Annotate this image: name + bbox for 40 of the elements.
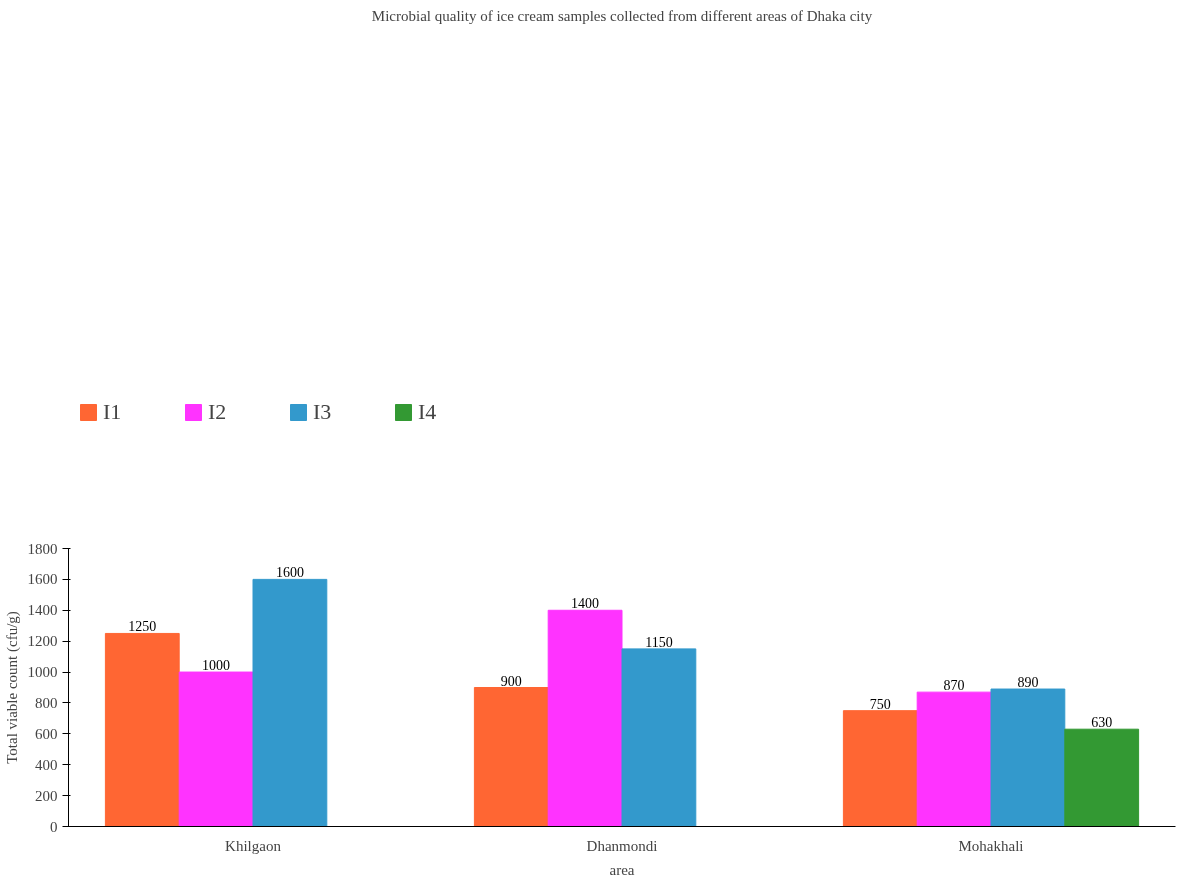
- data-label: 1600: [275, 565, 304, 581]
- bar: [990, 688, 1066, 827]
- legend-label: I4: [418, 398, 438, 425]
- bar: [547, 609, 623, 827]
- y-tick-label: 1400: [27, 602, 58, 619]
- y-tick-label: 1200: [27, 633, 58, 650]
- x-tick-label: Mohakhali: [958, 837, 1024, 854]
- x-tick-label: Khilgaon: [225, 837, 282, 854]
- y-tick-label: 200: [35, 787, 58, 804]
- data-label: 1000: [202, 658, 231, 674]
- y-tick-label: 0: [50, 818, 58, 835]
- bar: [178, 671, 254, 827]
- data-label: 890: [1017, 675, 1039, 691]
- legend-label: I2: [208, 398, 228, 425]
- bar: [473, 687, 549, 827]
- bar: [842, 710, 918, 827]
- bar: [916, 691, 992, 827]
- data-label: 750: [869, 696, 891, 712]
- y-tick-label: 400: [35, 756, 58, 773]
- legend-label: I3: [313, 398, 333, 425]
- bar: [1064, 728, 1140, 827]
- y-tick-label: 800: [35, 694, 58, 711]
- data-label: 1250: [128, 619, 157, 635]
- bar: [104, 632, 180, 827]
- legend-label: I1: [103, 398, 123, 425]
- y-tick-label: 600: [35, 725, 58, 742]
- y-tick-label: 1000: [27, 664, 58, 681]
- bar: [252, 578, 328, 827]
- x-axis-title: area: [609, 861, 635, 878]
- x-tick-label: Dhanmondi: [586, 837, 658, 854]
- y-tick-label: 1600: [27, 571, 58, 588]
- y-axis-title: Total viable count (cfu/g): [3, 611, 21, 764]
- bar: [621, 648, 697, 827]
- data-label: 900: [500, 673, 522, 689]
- data-label: 1150: [645, 634, 673, 650]
- chart-title: Microbial quality of ice cream samples collected from different areas of Dhaka city: [371, 7, 873, 24]
- data-label: 630: [1091, 715, 1113, 731]
- data-label: 1400: [571, 596, 600, 612]
- y-tick-label: 1800: [27, 540, 58, 557]
- data-label: 870: [943, 678, 965, 694]
